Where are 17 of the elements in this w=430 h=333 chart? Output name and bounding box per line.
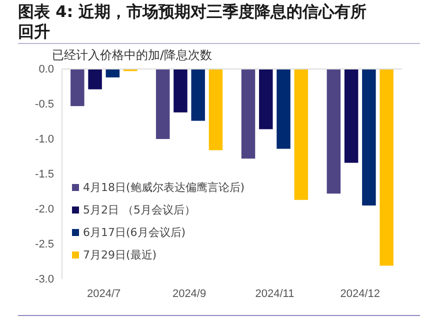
legend-label: 5月2日 （5月会议后） (83, 204, 196, 216)
y-axis-title: 已经计入价格中的加/降息次数 (52, 48, 212, 62)
y-tick-label: -3.0 (35, 274, 54, 286)
y-tick-label: 0.0 (38, 64, 54, 76)
x-tick-label: 2024/12 (340, 288, 380, 300)
x-tick-label: 2024/11 (255, 288, 294, 300)
y-tick-label: -1.5 (35, 168, 54, 181)
y-tick-label: -2.5 (35, 238, 54, 251)
x-tick-label: 2024/7 (87, 288, 121, 300)
legend-label: 4月18日(鲍威尔表达偏鹰言论后) (83, 181, 245, 194)
chart-title: 图表 4: 近期，市场预期对三季度降息的信心有所回升 (18, 2, 367, 41)
y-tick-label: -0.5 (35, 98, 54, 111)
y-tick-label: -2.0 (35, 204, 54, 216)
legend-label: 6月17日(6月会议后) (83, 226, 186, 239)
legend-label: 7月29日(最近) (83, 248, 157, 262)
y-tick-label: -1.0 (35, 134, 54, 146)
x-tick-label: 2024/9 (172, 288, 206, 300)
